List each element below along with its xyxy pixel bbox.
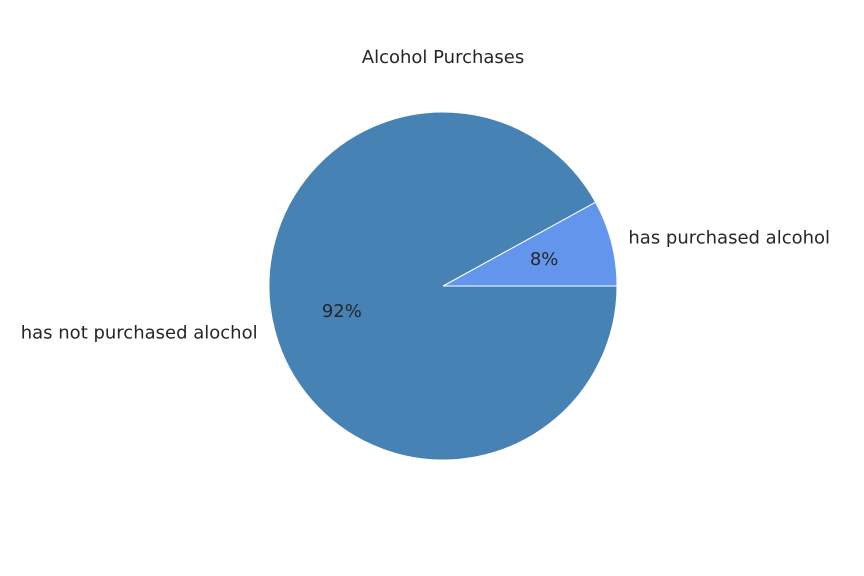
pie-slices — [268, 111, 618, 461]
slice-label-2: has not purchased alochol — [21, 323, 258, 344]
pie-slice-2 — [268, 111, 618, 461]
pie-labels: has purchased alcohol 8% has not purchased… — [21, 227, 830, 343]
percent-label-2: 92% — [322, 301, 362, 322]
chart-title: Alcohol Purchases — [362, 47, 524, 68]
slice-label-1: has purchased alcohol — [628, 227, 830, 248]
percent-label-1: 8% — [530, 249, 559, 270]
